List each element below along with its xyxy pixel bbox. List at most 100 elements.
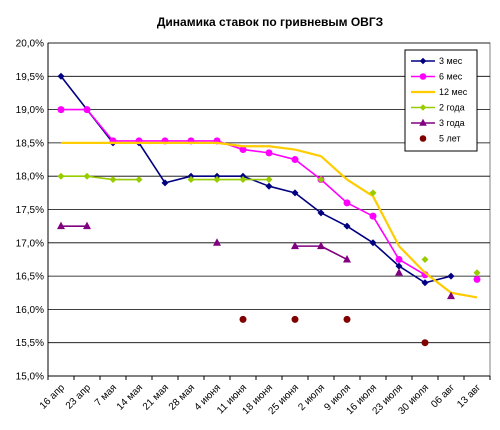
- data-point: [421, 255, 429, 263]
- data-point: [83, 221, 91, 230]
- y-tick-label: 15,5%: [16, 338, 44, 349]
- legend-label: 12 мес: [439, 87, 468, 97]
- series-segment: [242, 148, 270, 154]
- y-tick-label: 19,0%: [16, 105, 44, 116]
- y-tick-label: 18,5%: [16, 138, 44, 149]
- data-point: [239, 176, 247, 184]
- data-point: [213, 176, 221, 184]
- legend-item: 5 лет: [419, 134, 461, 144]
- series-segment: [216, 141, 244, 148]
- data-point: [473, 269, 481, 277]
- legend-label: 3 мес: [439, 56, 463, 66]
- data-point: [369, 189, 377, 197]
- series-segment: [86, 109, 114, 142]
- data-point: [369, 212, 377, 220]
- legend-item: 3 года: [411, 118, 465, 128]
- data-point: [343, 199, 351, 207]
- series-segment: [450, 291, 478, 299]
- data-point: [57, 172, 65, 180]
- data-point: [447, 272, 455, 280]
- data-point: [317, 241, 325, 250]
- series-segment: [398, 265, 426, 284]
- legend-label: 3 года: [439, 118, 465, 128]
- series-segment: [320, 155, 348, 181]
- series-segment: [294, 158, 322, 181]
- data-point: [57, 106, 65, 114]
- legend-label: 2 года: [439, 103, 465, 113]
- x-tick-label: 21 мая: [141, 382, 171, 412]
- data-point: [83, 106, 91, 114]
- data-point: [291, 241, 299, 250]
- data-point: [395, 268, 403, 276]
- data-point: [369, 239, 377, 247]
- series-segment: [138, 142, 166, 184]
- data-point: [395, 262, 403, 270]
- data-point: [239, 315, 247, 323]
- y-tick-label: 15,0%: [16, 372, 44, 383]
- data-point: [239, 146, 247, 154]
- series-segment: [294, 148, 322, 158]
- y-tick-label: 17,5%: [16, 205, 44, 216]
- legend-swatch-marker: [419, 104, 427, 111]
- x-tick-label: 2 июля: [296, 382, 327, 413]
- series-segment: [346, 178, 374, 198]
- data-point: [421, 339, 429, 347]
- data-point: [473, 275, 481, 283]
- x-tick-label: 13 авг: [455, 382, 483, 410]
- legend-label: 6 мес: [439, 72, 463, 82]
- series-segment: [398, 258, 426, 276]
- series-segment: [320, 245, 348, 261]
- series-segment: [320, 178, 348, 204]
- data-point: [57, 221, 65, 230]
- data-point: [83, 172, 91, 180]
- legend-box: [404, 49, 478, 152]
- series-segment: [424, 275, 452, 284]
- y-tick-label: 18,0%: [16, 172, 44, 183]
- data-point: [265, 149, 273, 157]
- y-tick-label: 16,5%: [16, 272, 44, 283]
- series-segment: [164, 175, 192, 184]
- x-tick-label: 16 апр: [38, 382, 68, 412]
- x-tick-label: 06 авг: [429, 382, 457, 410]
- x-tick-label: 28 мая: [167, 382, 197, 412]
- x-tick-label: 14 мая: [115, 382, 145, 412]
- data-point: [135, 176, 143, 184]
- data-point: [343, 222, 351, 230]
- data-point: [213, 238, 221, 246]
- data-point: [161, 179, 169, 187]
- data-point: [447, 291, 455, 300]
- series-segment: [398, 245, 426, 274]
- legend-item: 2 года: [411, 103, 465, 113]
- y-tick-label: 19,5%: [16, 72, 44, 83]
- series-segment: [60, 75, 88, 111]
- x-tick-label: 23 апр: [64, 382, 94, 412]
- data-point: [265, 182, 273, 190]
- series-3-mes: [57, 72, 455, 287]
- series-2-goda: [57, 172, 481, 277]
- series-6-mes: [57, 106, 481, 283]
- data-point: [343, 254, 351, 263]
- series-3-goda: [57, 221, 455, 300]
- series-segment: [372, 215, 400, 260]
- series-segment: [346, 225, 374, 244]
- series-segment: [372, 242, 400, 267]
- legend-swatch-marker: [419, 57, 427, 65]
- legend-item: 3 мес: [411, 56, 463, 66]
- data-point: [57, 72, 65, 80]
- series-segment: [372, 195, 400, 247]
- legend-item: 12 мес: [411, 87, 468, 97]
- data-point: [395, 255, 403, 263]
- data-point: [291, 189, 299, 197]
- y-tick-label: 16,0%: [16, 305, 44, 316]
- series-segment: [268, 185, 296, 194]
- series-segment: [268, 152, 296, 161]
- legend-swatch-marker: [419, 73, 427, 80]
- series-segment: [424, 271, 452, 294]
- series-segment: [268, 145, 296, 151]
- series-segment: [86, 175, 114, 181]
- data-point: [291, 156, 299, 164]
- legend-swatch-marker: [419, 118, 427, 126]
- series-segment: [346, 202, 374, 217]
- legend-swatch-marker: [419, 135, 427, 142]
